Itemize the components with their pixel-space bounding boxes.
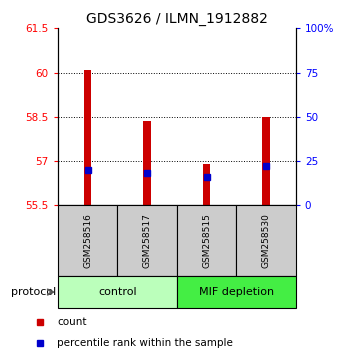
Text: GSM258517: GSM258517 [142, 213, 152, 268]
Text: control: control [98, 287, 137, 297]
Text: GSM258515: GSM258515 [202, 213, 211, 268]
Text: percentile rank within the sample: percentile rank within the sample [57, 338, 233, 348]
Bar [58, 276, 177, 308]
Bar [177, 276, 296, 308]
Bar [262, 117, 270, 205]
Text: count: count [57, 317, 87, 327]
Bar [203, 164, 210, 205]
Bar [84, 70, 91, 205]
Bar [236, 205, 296, 276]
Text: MIF depletion: MIF depletion [199, 287, 274, 297]
Bar [117, 205, 177, 276]
Bar [177, 205, 236, 276]
Text: GSM258530: GSM258530 [261, 213, 271, 268]
Bar [58, 205, 117, 276]
Title: GDS3626 / ILMN_1912882: GDS3626 / ILMN_1912882 [86, 12, 268, 26]
Bar [143, 121, 151, 205]
Text: GSM258516: GSM258516 [83, 213, 92, 268]
Text: protocol: protocol [11, 287, 57, 297]
